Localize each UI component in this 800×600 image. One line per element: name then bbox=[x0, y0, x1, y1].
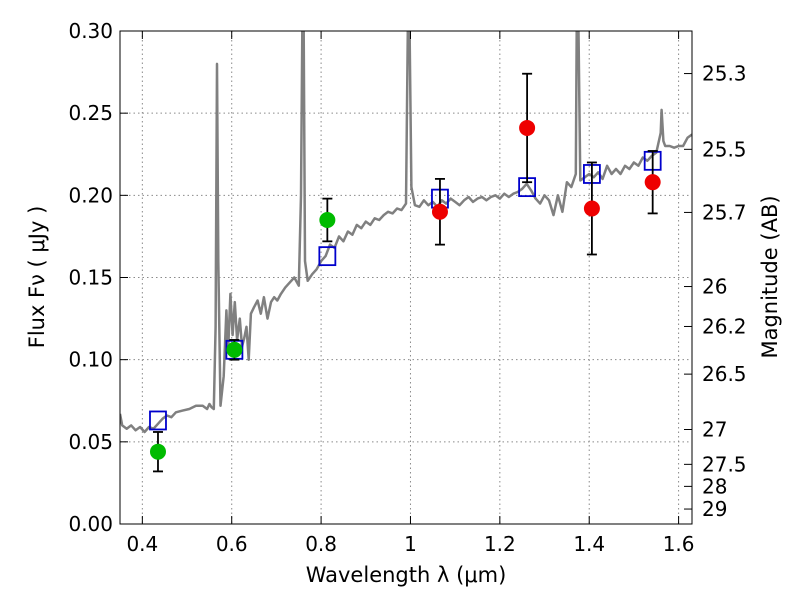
y-tick-label: 0.10 bbox=[68, 348, 113, 372]
y-tick-label: 0.00 bbox=[68, 512, 113, 536]
x-tick-label: 0.8 bbox=[305, 532, 337, 556]
green-data-point bbox=[149, 443, 166, 460]
x-tick-label: 0.4 bbox=[126, 532, 158, 556]
x-tick-label: 1.6 bbox=[663, 532, 695, 556]
y2-tick-label: 25.7 bbox=[702, 200, 747, 224]
y2-tick-label: 26.5 bbox=[702, 362, 747, 386]
red-data-point bbox=[431, 203, 448, 220]
x-tick-label: 1.2 bbox=[484, 532, 516, 556]
y2-tick-label: 28 bbox=[702, 474, 727, 498]
x-tick-label: 1.4 bbox=[573, 532, 605, 556]
y-axis-label: Flux Fν ( μJy ) bbox=[25, 206, 49, 349]
red-data-point bbox=[644, 174, 661, 191]
model-spectrum-line bbox=[120, 31, 692, 434]
model-flux-square bbox=[149, 410, 167, 431]
red-data-point bbox=[583, 200, 600, 217]
y-tick-label: 0.30 bbox=[68, 19, 113, 43]
x-tick-label: 0.6 bbox=[216, 532, 248, 556]
x-tick-label: 1 bbox=[404, 532, 417, 556]
data-markers bbox=[149, 72, 662, 473]
model-spectrum bbox=[120, 31, 692, 434]
y2-tick-label: 26.2 bbox=[702, 314, 747, 338]
y-tick-label: 0.15 bbox=[68, 266, 113, 290]
y2-tick-label: 25.3 bbox=[702, 62, 747, 86]
y-tick-label: 0.25 bbox=[68, 101, 113, 125]
axis-ticks: 0.4 0.6 0.8 1 1.2 1.4 1.6 0.00 0.05 0.10 0.15 0.20 0… bbox=[68, 19, 746, 556]
red-data-point bbox=[519, 119, 536, 136]
y2-tick-label: 25.5 bbox=[702, 137, 747, 161]
green-data-point bbox=[319, 211, 336, 228]
y2-tick-label: 27.5 bbox=[702, 452, 747, 476]
y2-tick-label: 27 bbox=[702, 418, 727, 442]
y2-axis-label: Magnitude (AB) bbox=[758, 195, 782, 358]
y2-tick-label: 29 bbox=[702, 497, 727, 521]
y-tick-label: 0.05 bbox=[68, 430, 113, 454]
x-axis-label: Wavelength λ (μm) bbox=[306, 563, 507, 587]
y2-tick-label: 26 bbox=[702, 275, 727, 299]
model-flux-square bbox=[318, 246, 337, 267]
y-tick-label: 0.20 bbox=[68, 183, 113, 207]
green-data-point bbox=[226, 341, 243, 358]
